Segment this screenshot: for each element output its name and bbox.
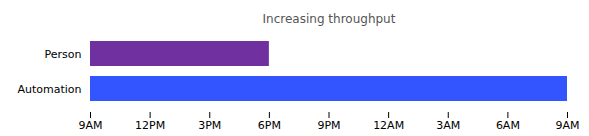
svg-text:Person: Person <box>45 48 82 61</box>
svg-text:12AM: 12AM <box>373 119 404 132</box>
svg-text:9AM: 9AM <box>78 119 102 132</box>
svg-text:9PM: 9PM <box>317 119 340 132</box>
svg-text:3AM: 3AM <box>436 119 460 132</box>
svg-text:3PM: 3PM <box>198 119 221 132</box>
svg-text:6AM: 6AM <box>496 119 520 132</box>
svg-text:6PM: 6PM <box>258 119 281 132</box>
svg-text:9AM: 9AM <box>555 119 579 132</box>
svg-text:Increasing throughput: Increasing throughput <box>263 12 396 26</box>
svg-text:Automation: Automation <box>17 83 81 96</box>
svg-text:12PM: 12PM <box>135 119 165 132</box>
